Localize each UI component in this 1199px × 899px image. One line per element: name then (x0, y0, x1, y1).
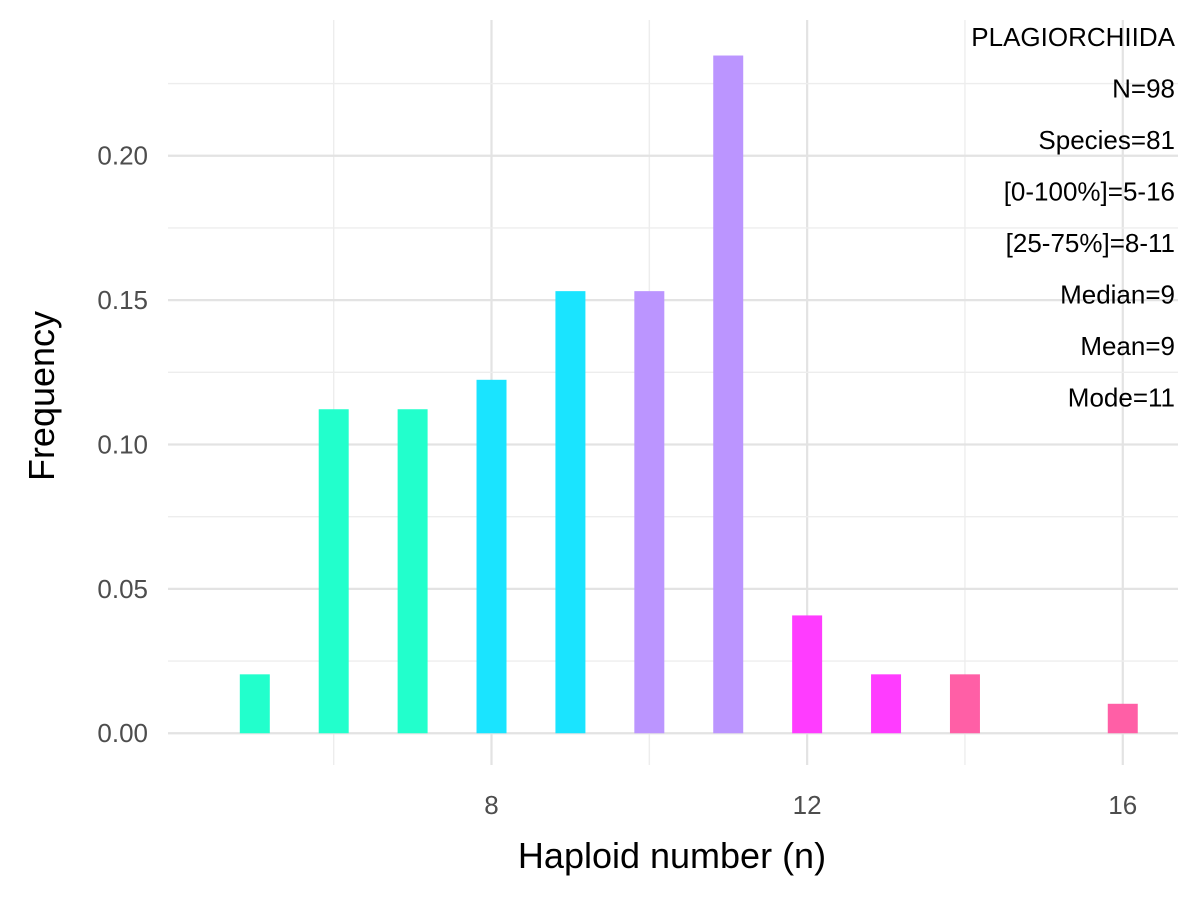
bar-n-13 (871, 674, 902, 734)
annotation-line: [25-75%]=8-11 (1006, 228, 1175, 258)
x-axis-title: Haploid number (n) (518, 835, 826, 876)
annotation-line: [0-100%]=5-16 (1004, 177, 1175, 207)
annotation-line: Mean=9 (1080, 331, 1175, 361)
x-tick-label: 16 (1108, 790, 1137, 820)
bar-n-7 (397, 409, 428, 734)
y-tick-label: 0.10 (97, 429, 148, 459)
bar-n-12 (792, 615, 823, 734)
bar-n-11 (713, 55, 744, 734)
bar-n-10 (634, 291, 665, 734)
x-axis-ticks: 8 12 16 (484, 790, 1137, 820)
bar-n-9 (555, 291, 586, 734)
annotation-line: Species=81 (1038, 125, 1175, 155)
bar-n-16 (1107, 703, 1138, 734)
bars (239, 55, 1138, 734)
x-tick-label: 8 (484, 790, 498, 820)
annotation-block: PLAGIORCHIIDA N=98 Species=81 [0-100%]=5-16… (971, 22, 1175, 413)
y-tick-label: 0.15 (97, 285, 148, 315)
annotation-line: PLAGIORCHIIDA (971, 22, 1175, 52)
y-tick-label: 0.20 (97, 141, 148, 171)
bar-n-5 (239, 674, 270, 734)
bar-n-8 (476, 379, 507, 734)
annotation-line: Median=9 (1060, 280, 1175, 310)
bar-n-14 (949, 674, 980, 734)
y-tick-label: 0.05 (97, 574, 148, 604)
y-axis-ticks: 0.00 0.05 0.10 0.15 0.20 (97, 141, 148, 749)
bar-n-6 (318, 409, 349, 734)
annotation-line: Mode=11 (1068, 383, 1175, 413)
y-axis-title: Frequency (21, 311, 62, 481)
x-tick-label: 12 (793, 790, 822, 820)
y-tick-label: 0.00 (97, 718, 148, 748)
annotation-line: N=98 (1112, 74, 1175, 104)
